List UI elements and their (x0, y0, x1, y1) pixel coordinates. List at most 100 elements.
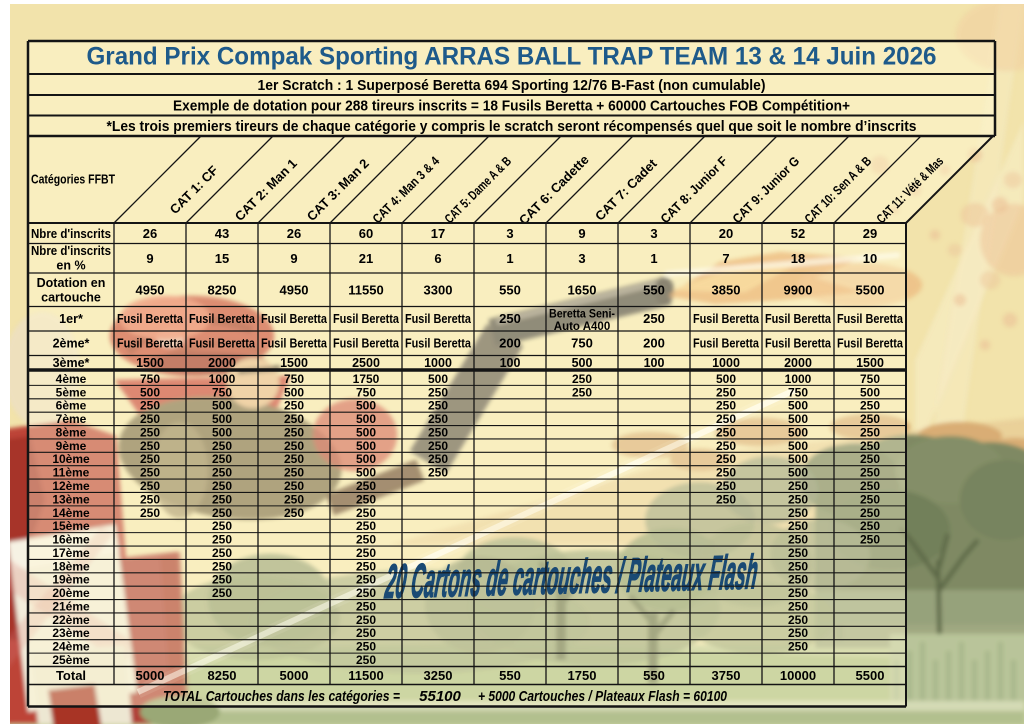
svg-text:2ème*: 2ème* (53, 337, 90, 351)
svg-text:250: 250 (860, 519, 880, 533)
svg-text:250: 250 (716, 479, 736, 493)
svg-text:13ème: 13ème (52, 492, 90, 506)
svg-text:250: 250 (356, 640, 376, 654)
svg-text:22ème: 22ème (52, 613, 90, 627)
svg-text:Fusil Beretta: Fusil Beretta (765, 312, 832, 326)
svg-text:15ème: 15ème (52, 519, 90, 533)
svg-text:250: 250 (212, 559, 232, 573)
svg-text:250: 250 (212, 466, 232, 480)
svg-text:250: 250 (716, 425, 736, 439)
svg-text:29: 29 (863, 226, 877, 241)
svg-text:1: 1 (650, 251, 657, 266)
svg-text:250: 250 (788, 559, 808, 573)
svg-text:250: 250 (788, 479, 808, 493)
svg-text:500: 500 (788, 399, 808, 413)
svg-text:250: 250 (356, 559, 376, 573)
svg-text:1500: 1500 (280, 356, 308, 370)
svg-text:250: 250 (140, 425, 160, 439)
svg-text:Fusil Beretta: Fusil Beretta (693, 337, 760, 351)
svg-text:3750: 3750 (712, 668, 741, 683)
svg-text:3: 3 (578, 251, 585, 266)
svg-text:17: 17 (431, 226, 445, 241)
svg-text:250: 250 (428, 439, 448, 453)
svg-text:12ème: 12ème (52, 479, 90, 493)
svg-text:750: 750 (788, 385, 808, 399)
svg-text:14ème: 14ème (52, 506, 90, 520)
svg-text:1er Scratch : 1 Superposé Bere: 1er Scratch : 1 Superposé Beretta 694 Sp… (258, 77, 766, 94)
svg-text:Fusil Beretta: Fusil Beretta (189, 337, 256, 351)
svg-text:+ 5000 Cartouches / Plateaux F: + 5000 Cartouches / Plateaux Flash = 601… (478, 688, 728, 705)
svg-text:250: 250 (284, 492, 304, 506)
svg-text:250: 250 (860, 412, 880, 426)
svg-text:250: 250 (212, 492, 232, 506)
svg-text:500: 500 (788, 425, 808, 439)
svg-text:250: 250 (860, 425, 880, 439)
svg-text:8ème: 8ème (56, 425, 87, 439)
svg-text:250: 250 (284, 439, 304, 453)
svg-text:250: 250 (860, 533, 880, 547)
svg-text:3ème*: 3ème* (53, 356, 90, 370)
svg-text:750: 750 (284, 372, 304, 386)
svg-text:250: 250 (356, 599, 376, 613)
svg-text:Dotation en: Dotation en (37, 276, 106, 290)
svg-text:15: 15 (215, 251, 229, 266)
svg-text:en %: en % (56, 259, 85, 273)
svg-text:cartouche: cartouche (41, 291, 101, 305)
svg-text:250: 250 (788, 613, 808, 627)
svg-text:750: 750 (571, 336, 593, 351)
svg-text:250: 250 (356, 519, 376, 533)
svg-text:250: 250 (356, 586, 376, 600)
svg-text:250: 250 (572, 385, 592, 399)
svg-text:1000: 1000 (785, 372, 812, 386)
svg-text:2000: 2000 (208, 356, 236, 370)
svg-text:250: 250 (788, 519, 808, 533)
svg-text:1: 1 (506, 251, 513, 266)
svg-text:250: 250 (788, 506, 808, 520)
svg-text:11ème: 11ème (53, 466, 90, 480)
svg-text:750: 750 (860, 372, 880, 386)
svg-text:1500: 1500 (856, 356, 884, 370)
svg-text:26: 26 (287, 226, 301, 241)
svg-text:250: 250 (428, 412, 448, 426)
svg-text:6ème: 6ème (56, 399, 87, 413)
svg-text:250: 250 (356, 533, 376, 547)
svg-text:250: 250 (428, 399, 448, 413)
svg-text:200: 200 (643, 336, 665, 351)
svg-text:5000: 5000 (280, 668, 309, 683)
svg-text:6: 6 (434, 251, 441, 266)
svg-text:250: 250 (788, 640, 808, 654)
svg-text:250: 250 (428, 452, 448, 466)
svg-text:550: 550 (499, 282, 521, 297)
svg-text:1500: 1500 (136, 356, 164, 370)
svg-text:10ème: 10ème (52, 452, 90, 466)
svg-text:250: 250 (356, 573, 376, 587)
svg-text:Fusil Beretta: Fusil Beretta (405, 312, 472, 326)
svg-text:55100: 55100 (419, 688, 461, 705)
svg-text:500: 500 (212, 425, 232, 439)
svg-text:550: 550 (499, 668, 521, 683)
svg-text:20ème: 20ème (52, 586, 90, 600)
svg-text:250: 250 (788, 599, 808, 613)
svg-text:250: 250 (860, 452, 880, 466)
svg-text:250: 250 (788, 492, 808, 506)
svg-text:16ème: 16ème (52, 533, 90, 547)
svg-text:250: 250 (212, 506, 232, 520)
svg-text:Fusil Beretta: Fusil Beretta (117, 337, 184, 351)
svg-text:500: 500 (212, 412, 232, 426)
svg-text:250: 250 (716, 466, 736, 480)
svg-text:250: 250 (356, 479, 376, 493)
svg-text:250: 250 (140, 452, 160, 466)
svg-text:500: 500 (356, 425, 376, 439)
svg-text:4ème: 4ème (56, 372, 87, 386)
svg-text:Auto A400: Auto A400 (554, 321, 610, 333)
svg-text:500: 500 (140, 385, 160, 399)
svg-text:250: 250 (860, 506, 880, 520)
svg-text:250: 250 (140, 479, 160, 493)
svg-text:250: 250 (140, 439, 160, 453)
svg-text:*Les trois premiers tireurs de: *Les trois premiers tireurs de chaque ca… (107, 118, 917, 135)
svg-text:7: 7 (722, 251, 729, 266)
svg-text:23ème: 23ème (52, 626, 90, 640)
svg-text:Fusil Beretta: Fusil Beretta (261, 312, 328, 326)
svg-text:250: 250 (140, 506, 160, 520)
svg-text:250: 250 (212, 573, 232, 587)
